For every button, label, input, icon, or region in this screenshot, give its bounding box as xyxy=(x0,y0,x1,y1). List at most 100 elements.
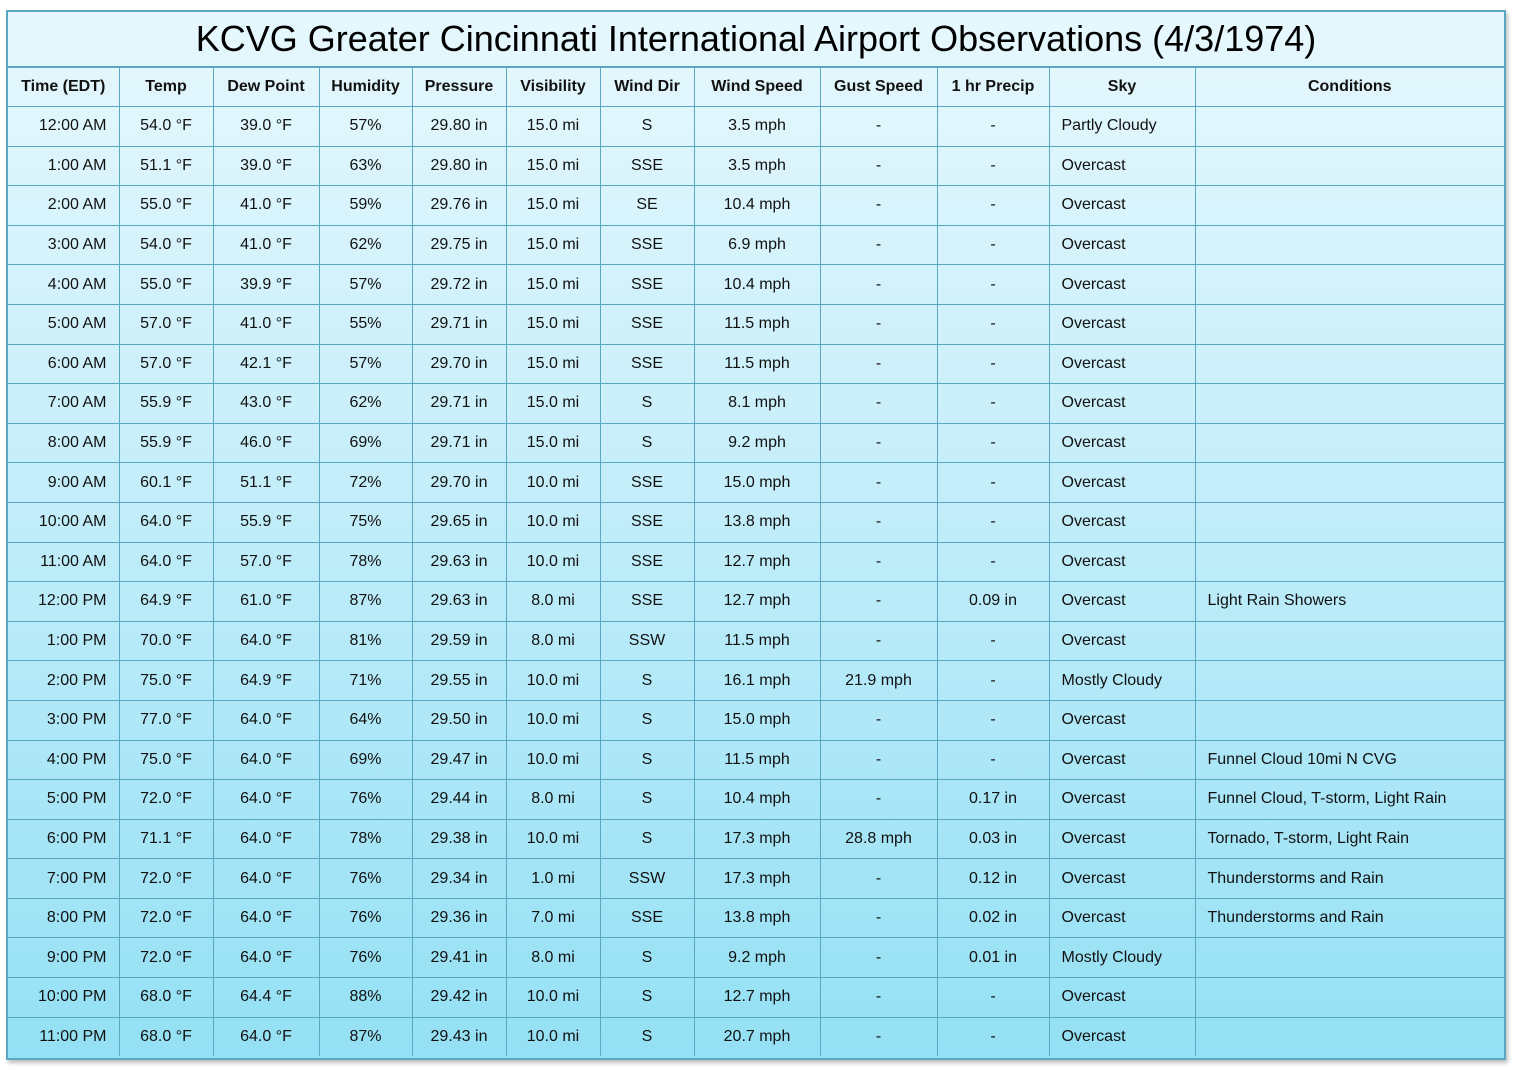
wind-speed-cell: 12.7 mph xyxy=(693,541,821,583)
precip-cell: - xyxy=(936,224,1050,266)
precip-cell: - xyxy=(936,264,1050,305)
visibility-cell: 7.0 mi xyxy=(505,897,601,939)
temp-cell: 55.0 °F xyxy=(118,185,214,226)
conditions-cell xyxy=(1194,1016,1504,1057)
time-cell: 3:00 PM xyxy=(8,699,120,741)
wind-dir-cell: SSE xyxy=(599,145,695,187)
pressure-cell: 29.71 in xyxy=(411,303,507,345)
temp-cell: 68.0 °F xyxy=(118,977,214,1018)
table-row: 10:00 PM 68.0 °F 64.4 °F 88% 29.42 in 10.0 mi… xyxy=(8,977,1504,1018)
visibility-cell: 15.0 mi xyxy=(505,185,601,226)
conditions-cell xyxy=(1194,541,1504,583)
conditions-cell xyxy=(1194,264,1504,305)
dew-point-cell: 41.0 °F xyxy=(212,303,320,345)
table-row: 9:00 PM 72.0 °F 64.0 °F 76% 29.41 in 8.0 mi S 9… xyxy=(8,937,1504,979)
table-row: 12:00 AM 54.0 °F 39.0 °F 57% 29.80 in 15.0 mi… xyxy=(8,106,1504,147)
time-cell: 11:00 PM xyxy=(8,1016,120,1057)
gust-speed-cell: - xyxy=(819,462,938,503)
dew-point-cell: 64.0 °F xyxy=(212,937,320,979)
time-cell: 12:00 PM xyxy=(8,581,120,622)
dew-point-cell: 51.1 °F xyxy=(212,462,320,503)
column-header-gust-speed: Gust Speed xyxy=(819,68,938,107)
time-cell: 4:00 PM xyxy=(8,739,120,781)
visibility-cell: 15.0 mi xyxy=(505,106,601,147)
sky-cell: Mostly Cloudy xyxy=(1048,937,1196,979)
sky-cell: Overcast xyxy=(1048,145,1196,187)
temp-cell: 72.0 °F xyxy=(118,937,214,979)
sky-cell: Overcast xyxy=(1048,462,1196,503)
wind-dir-cell: S xyxy=(599,422,695,464)
gust-speed-cell: - xyxy=(819,422,938,464)
time-cell: 5:00 AM xyxy=(8,303,120,345)
dew-point-cell: 64.0 °F xyxy=(212,699,320,741)
wind-dir-cell: SSE xyxy=(599,541,695,583)
table-row: 12:00 PM 64.9 °F 61.0 °F 87% 29.63 in 8.0 mi S… xyxy=(8,581,1504,622)
precip-cell: - xyxy=(936,422,1050,464)
sky-cell: Overcast xyxy=(1048,422,1196,464)
conditions-cell xyxy=(1194,937,1504,979)
time-cell: 2:00 AM xyxy=(8,185,120,226)
wind-speed-cell: 15.0 mph xyxy=(693,699,821,741)
page-title: KCVG Greater Cincinnati International Ai… xyxy=(8,12,1504,68)
dew-point-cell: 64.0 °F xyxy=(212,818,320,860)
pressure-cell: 29.75 in xyxy=(411,224,507,266)
table-row: 5:00 PM 72.0 °F 64.0 °F 76% 29.44 in 8.0 mi S 1… xyxy=(8,779,1504,820)
visibility-cell: 15.0 mi xyxy=(505,224,601,266)
column-header-precip: 1 hr Precip xyxy=(936,68,1050,107)
column-header-sky: Sky xyxy=(1048,68,1196,107)
visibility-cell: 15.0 mi xyxy=(505,343,601,385)
time-cell: 9:00 PM xyxy=(8,937,120,979)
column-header-time: Time (EDT) xyxy=(8,68,120,107)
sky-cell: Overcast xyxy=(1048,541,1196,583)
conditions-cell: Thunderstorms and Rain xyxy=(1194,858,1504,899)
time-cell: 10:00 PM xyxy=(8,977,120,1018)
wind-speed-cell: 20.7 mph xyxy=(693,1016,821,1057)
humidity-cell: 76% xyxy=(318,897,413,939)
table-row: 8:00 AM 55.9 °F 46.0 °F 69% 29.71 in 15.0 mi S… xyxy=(8,422,1504,464)
dew-point-cell: 39.0 °F xyxy=(212,145,320,187)
wind-dir-cell: S xyxy=(599,106,695,147)
dew-point-cell: 41.0 °F xyxy=(212,224,320,266)
table-row: 11:00 AM 64.0 °F 57.0 °F 78% 29.63 in 10.0 mi… xyxy=(8,541,1504,583)
pressure-cell: 29.65 in xyxy=(411,501,507,543)
wind-dir-cell: SSE xyxy=(599,224,695,266)
table-row: 4:00 AM 55.0 °F 39.9 °F 57% 29.72 in 15.0 mi S… xyxy=(8,264,1504,305)
wind-dir-cell: S xyxy=(599,1016,695,1057)
humidity-cell: 69% xyxy=(318,739,413,781)
conditions-cell xyxy=(1194,501,1504,543)
time-cell: 1:00 AM xyxy=(8,145,120,187)
precip-cell: - xyxy=(936,343,1050,385)
visibility-cell: 8.0 mi xyxy=(505,937,601,979)
visibility-cell: 8.0 mi xyxy=(505,620,601,662)
column-header-dew-point: Dew Point xyxy=(212,68,320,107)
sky-cell: Overcast xyxy=(1048,224,1196,266)
wind-speed-cell: 15.0 mph xyxy=(693,462,821,503)
table-row: 7:00 PM 72.0 °F 64.0 °F 76% 29.34 in 1.0 mi SS… xyxy=(8,858,1504,899)
time-cell: 1:00 PM xyxy=(8,620,120,662)
gust-speed-cell: - xyxy=(819,264,938,305)
conditions-cell: Funnel Cloud 10mi N CVG xyxy=(1194,739,1504,781)
temp-cell: 54.0 °F xyxy=(118,106,214,147)
wind-speed-cell: 10.4 mph xyxy=(693,779,821,820)
humidity-cell: 69% xyxy=(318,422,413,464)
table-body: 12:00 AM 54.0 °F 39.0 °F 57% 29.80 in 15.0 mi… xyxy=(8,106,1504,1057)
wind-dir-cell: S xyxy=(599,383,695,424)
gust-speed-cell: - xyxy=(819,343,938,385)
sky-cell: Partly Cloudy xyxy=(1048,106,1196,147)
humidity-cell: 59% xyxy=(318,185,413,226)
conditions-cell xyxy=(1194,977,1504,1018)
humidity-cell: 64% xyxy=(318,699,413,741)
observations-sheet: KCVG Greater Cincinnati International Ai… xyxy=(6,10,1506,1060)
pressure-cell: 29.71 in xyxy=(411,383,507,424)
humidity-cell: 76% xyxy=(318,937,413,979)
gust-speed-cell: - xyxy=(819,739,938,781)
table-row: 3:00 AM 54.0 °F 41.0 °F 62% 29.75 in 15.0 mi S… xyxy=(8,224,1504,266)
precip-cell: 0.02 in xyxy=(936,897,1050,939)
visibility-cell: 10.0 mi xyxy=(505,977,601,1018)
table-row: 1:00 PM 70.0 °F 64.0 °F 81% 29.59 in 8.0 mi SS… xyxy=(8,620,1504,662)
gust-speed-cell: - xyxy=(819,1016,938,1057)
pressure-cell: 29.55 in xyxy=(411,660,507,701)
visibility-cell: 15.0 mi xyxy=(505,422,601,464)
temp-cell: 51.1 °F xyxy=(118,145,214,187)
humidity-cell: 57% xyxy=(318,106,413,147)
